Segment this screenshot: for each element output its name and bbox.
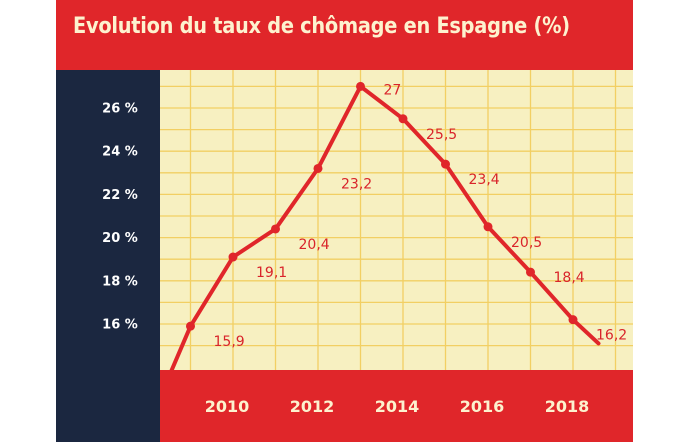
y-tick-layer: 16 % 18 % 20 % 22 % 24 % 26 % bbox=[102, 102, 138, 333]
y-tick-label: 22 % bbox=[102, 188, 138, 203]
data-point bbox=[356, 82, 365, 91]
y-tick-label: 24 % bbox=[102, 145, 138, 160]
data-label: 25,5 bbox=[426, 127, 457, 143]
data-point bbox=[569, 315, 578, 324]
data-label: 20,5 bbox=[511, 235, 542, 251]
y-tick-label: 26 % bbox=[102, 102, 138, 117]
x-tick-layer: 2010 2012 2014 2016 2018 bbox=[205, 397, 590, 416]
data-label: 16,2 bbox=[596, 328, 627, 344]
data-label: 20,4 bbox=[299, 237, 330, 253]
data-point bbox=[441, 160, 450, 169]
x-tick-label: 2018 bbox=[545, 397, 590, 416]
data-label: 15,9 bbox=[214, 334, 245, 350]
y-tick-label: 18 % bbox=[102, 274, 138, 289]
point-layer bbox=[186, 82, 578, 331]
data-point bbox=[229, 253, 238, 262]
y-tick-label: 16 % bbox=[102, 318, 138, 333]
data-label: 18,4 bbox=[554, 270, 585, 286]
y-tick-label: 20 % bbox=[102, 231, 138, 246]
series-line-tail bbox=[573, 320, 599, 344]
data-label: 27 bbox=[384, 82, 402, 98]
x-tick-label: 2014 bbox=[375, 397, 420, 416]
data-point bbox=[399, 114, 408, 123]
x-tick-label: 2012 bbox=[290, 397, 335, 416]
x-tick-label: 2016 bbox=[460, 397, 505, 416]
data-point bbox=[186, 322, 195, 331]
data-label: 23,2 bbox=[341, 176, 372, 192]
data-point bbox=[484, 222, 493, 231]
data-label: 19,1 bbox=[256, 265, 287, 281]
data-label: 23,4 bbox=[469, 172, 500, 188]
data-point bbox=[271, 224, 280, 233]
data-point bbox=[314, 164, 323, 173]
data-point bbox=[526, 268, 535, 277]
x-tick-label: 2010 bbox=[205, 397, 250, 416]
